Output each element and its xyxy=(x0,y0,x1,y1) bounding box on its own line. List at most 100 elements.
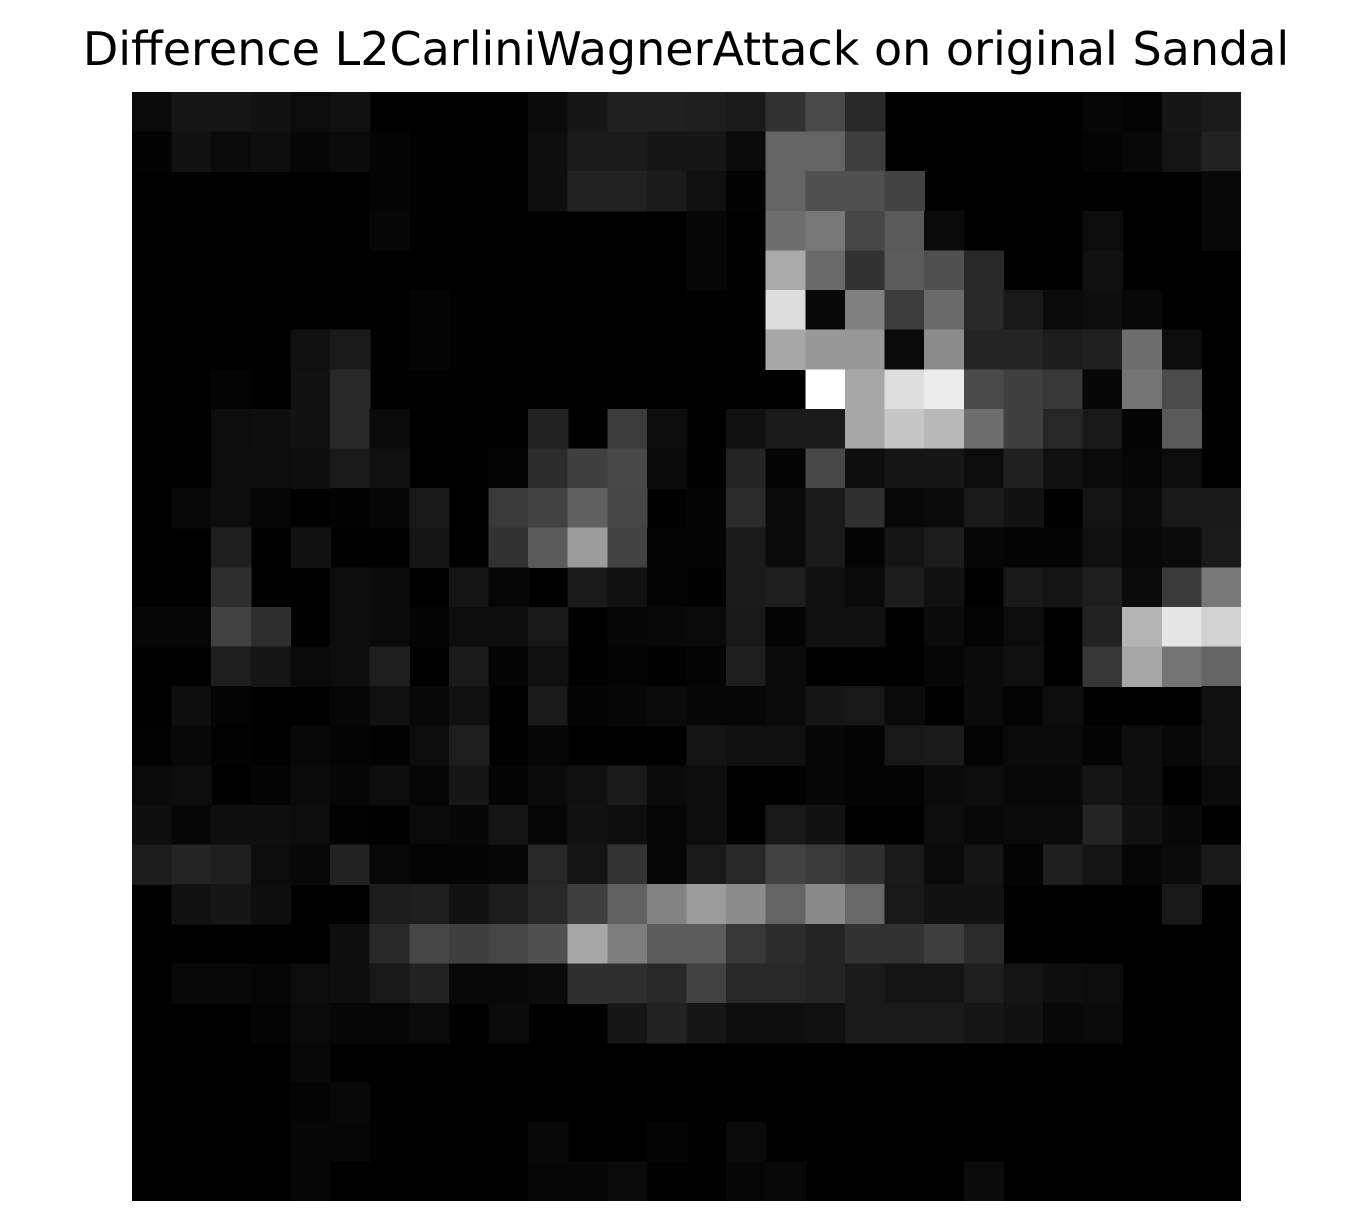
pixel xyxy=(805,884,845,924)
pixel xyxy=(211,488,251,528)
pixel xyxy=(1162,132,1202,172)
pixel xyxy=(726,132,766,172)
pixel xyxy=(290,647,330,687)
pixel xyxy=(964,250,1004,290)
pixel xyxy=(528,409,568,449)
pixel xyxy=(607,686,647,726)
pixel xyxy=(845,686,885,726)
pixel xyxy=(607,805,647,845)
pixel xyxy=(924,369,964,409)
pixel xyxy=(1162,845,1202,885)
pixel xyxy=(568,92,608,132)
pixel xyxy=(885,765,925,805)
pixel xyxy=(647,686,687,726)
pixel xyxy=(1083,369,1123,409)
pixel xyxy=(1083,92,1123,132)
pixel xyxy=(766,92,806,132)
pixel xyxy=(330,92,370,132)
pixel xyxy=(687,726,727,766)
pixel xyxy=(488,845,528,885)
pixel xyxy=(885,250,925,290)
pixel xyxy=(687,963,727,1003)
pixel xyxy=(251,884,291,924)
pixel xyxy=(528,647,568,687)
pixel xyxy=(1122,845,1162,885)
pixel xyxy=(726,924,766,964)
pixel xyxy=(1201,726,1241,766)
pixel xyxy=(172,805,212,845)
pixel xyxy=(924,528,964,568)
pixel xyxy=(1083,567,1123,607)
pixel xyxy=(805,963,845,1003)
pixel xyxy=(290,1003,330,1043)
pixel xyxy=(1003,1003,1043,1043)
pixel xyxy=(607,488,647,528)
pixel xyxy=(805,211,845,251)
pixel xyxy=(211,369,251,409)
pixel xyxy=(647,924,687,964)
pixel xyxy=(211,567,251,607)
pixel xyxy=(1003,369,1043,409)
pixel xyxy=(924,845,964,885)
pixel xyxy=(132,765,172,805)
pixel xyxy=(1201,647,1241,687)
pixel xyxy=(687,92,727,132)
pixel xyxy=(607,567,647,607)
pixel xyxy=(1162,567,1202,607)
pixel xyxy=(726,448,766,488)
pixel xyxy=(528,92,568,132)
pixel xyxy=(766,963,806,1003)
pixel xyxy=(607,1003,647,1043)
pixel xyxy=(607,448,647,488)
pixel xyxy=(568,805,608,845)
pixel xyxy=(449,607,489,647)
pixel xyxy=(290,132,330,172)
pixel xyxy=(607,92,647,132)
pixel xyxy=(647,765,687,805)
pixel xyxy=(1083,448,1123,488)
pixel xyxy=(1083,726,1123,766)
pixel xyxy=(568,884,608,924)
pixel xyxy=(845,448,885,488)
pixel xyxy=(805,290,845,330)
pixel xyxy=(687,845,727,885)
pixel xyxy=(845,963,885,1003)
pixel xyxy=(1003,528,1043,568)
pixel xyxy=(1083,409,1123,449)
pixel xyxy=(1201,528,1241,568)
pixel xyxy=(1003,567,1043,607)
pixel xyxy=(647,963,687,1003)
pixel xyxy=(607,409,647,449)
pixel xyxy=(211,528,251,568)
pixel xyxy=(488,1003,528,1043)
pixel xyxy=(211,448,251,488)
pixel xyxy=(766,448,806,488)
pixel xyxy=(1003,647,1043,687)
pixel xyxy=(1201,211,1241,251)
pixel xyxy=(251,765,291,805)
pixel xyxy=(409,1003,449,1043)
pixel xyxy=(964,765,1004,805)
pixel xyxy=(766,409,806,449)
pixel xyxy=(528,805,568,845)
pixel xyxy=(1043,448,1083,488)
pixel xyxy=(845,924,885,964)
pixel xyxy=(647,448,687,488)
pixel xyxy=(805,448,845,488)
pixel xyxy=(687,211,727,251)
pixel xyxy=(211,726,251,766)
pixel xyxy=(211,963,251,1003)
pixel xyxy=(607,963,647,1003)
pixel xyxy=(330,1003,370,1043)
pixel xyxy=(726,1122,766,1162)
pixel xyxy=(568,567,608,607)
pixel xyxy=(885,924,925,964)
pixel xyxy=(726,488,766,528)
pixel xyxy=(568,1161,608,1201)
pixel xyxy=(607,1161,647,1201)
pixel xyxy=(805,528,845,568)
pixel xyxy=(290,765,330,805)
pixel xyxy=(211,647,251,687)
pixel xyxy=(370,963,410,1003)
pixel xyxy=(964,686,1004,726)
